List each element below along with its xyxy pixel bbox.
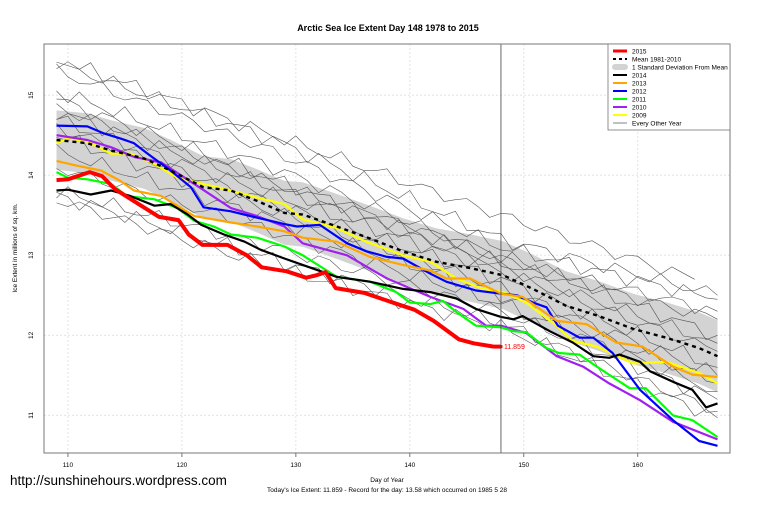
sd-band-area <box>56 110 718 393</box>
series-2012-line <box>56 124 718 447</box>
series-2015-line <box>56 170 502 349</box>
y-axis-label: Ice Extent in millions of sq. km. <box>12 203 19 292</box>
x-tick-label: 130 <box>290 462 301 469</box>
y-tick-label: 11 <box>28 412 35 419</box>
every-other-year-line <box>56 63 718 300</box>
current-value-label: 11.859 <box>504 344 525 351</box>
sd-band <box>56 110 718 393</box>
y-tick-label: 12 <box>28 331 35 339</box>
legend-label: 2011 <box>632 96 646 103</box>
legend-label: 2010 <box>632 104 647 111</box>
legend-box <box>607 43 731 131</box>
legend-label: 2014 <box>632 72 647 79</box>
chart-subtitle: Today's Ice Extent: 11.859 - Record for … <box>267 487 507 494</box>
legend-swatch <box>612 64 628 70</box>
legend-label: 2013 <box>632 80 647 87</box>
every-other-year-line <box>56 98 718 320</box>
every-other-year-line <box>56 201 718 419</box>
series-2013-line <box>56 159 718 379</box>
y-tick-label: 14 <box>28 171 35 179</box>
x-axis: 110 120 130 140 150 160 <box>63 453 643 469</box>
y-axis: 11 12 13 14 15 <box>28 91 35 419</box>
series-2014-line <box>56 188 718 409</box>
y-tick-label: 13 <box>28 251 35 259</box>
chart-title: Arctic Sea Ice Extent Day 148 1978 to 20… <box>297 23 479 33</box>
x-tick-label: 160 <box>632 462 643 469</box>
series-2010-line <box>56 134 718 441</box>
mean-line <box>56 138 718 358</box>
every-other-year-line <box>56 61 718 296</box>
legend-label: 2012 <box>632 88 647 95</box>
plot-frame <box>43 43 731 454</box>
every-other-year-line <box>56 61 695 280</box>
x-tick-label: 110 <box>63 462 74 469</box>
x-axis-label: Day of Year <box>370 477 404 484</box>
legend-label: 1 Standard Deviation From Mean <box>632 64 728 71</box>
every-other-year-line <box>56 90 718 314</box>
every-other-year-line <box>56 113 718 344</box>
x-tick-label: 140 <box>404 462 415 469</box>
legend-label: Every Other Year <box>632 120 682 127</box>
y-tick-label: 15 <box>28 91 35 99</box>
series-lines <box>56 44 719 453</box>
x-tick-label: 120 <box>176 462 187 469</box>
legend-label: 2009 <box>632 112 647 119</box>
x-tick-label: 150 <box>518 462 529 469</box>
watermark: http://sunshinehours.wordpress.com <box>10 473 227 488</box>
legend-label: Mean 1981-2010 <box>632 56 682 63</box>
legend-label: 2015 <box>632 48 647 55</box>
